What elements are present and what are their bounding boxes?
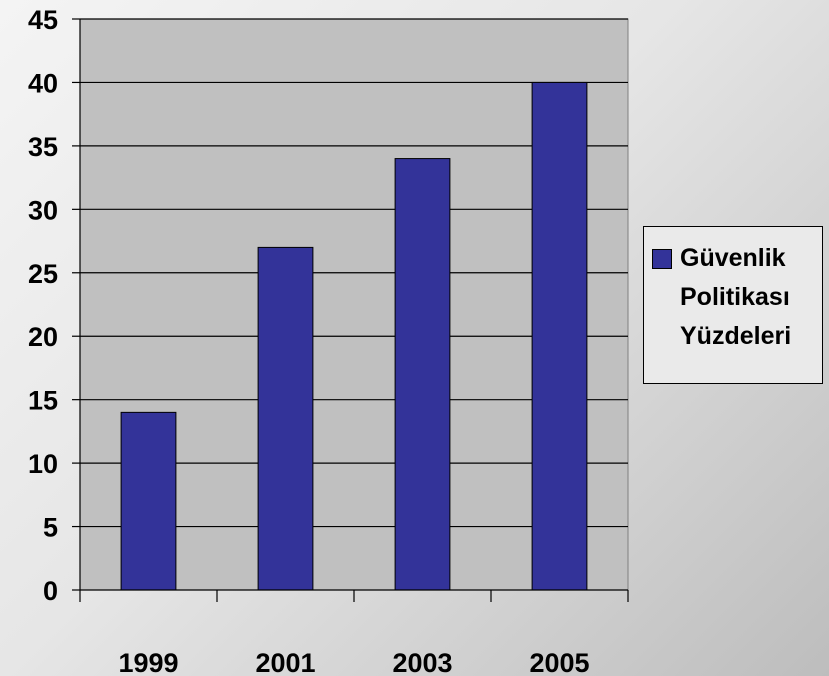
bars	[120, 81, 588, 591]
bar-2001	[257, 246, 314, 591]
y-tick-label: 5	[43, 513, 58, 543]
bar-1999	[120, 411, 177, 591]
x-tick-labels: 1999 2001 2003 2005	[118, 648, 589, 676]
y-tick-label: 15	[28, 386, 58, 416]
y-tick-labels: 0 5 10 15 20 25 30 35 40 45	[28, 5, 58, 606]
y-tick-label: 45	[28, 5, 58, 35]
y-tick-label: 35	[28, 132, 58, 162]
bar-2005	[531, 81, 588, 591]
bar-2003	[394, 158, 451, 591]
legend-label: Güvenlik Politikası Yüzdeleri	[680, 244, 792, 350]
x-tick-label: 2005	[529, 648, 589, 676]
axes	[72, 18, 629, 602]
x-tick-label: 2003	[392, 648, 452, 676]
y-tick-label: 0	[43, 576, 58, 606]
y-tick-label: 40	[28, 68, 58, 98]
y-tick-label: 30	[28, 195, 58, 225]
y-tick-label: 20	[28, 322, 58, 352]
x-tick-label: 1999	[118, 648, 178, 676]
y-tick-label: 10	[28, 449, 58, 479]
x-tick-label: 2001	[255, 648, 315, 676]
y-tick-label: 25	[28, 259, 58, 289]
legend-swatch	[652, 249, 672, 269]
legend: Güvenlik Politikası Yüzdeleri	[643, 226, 823, 384]
